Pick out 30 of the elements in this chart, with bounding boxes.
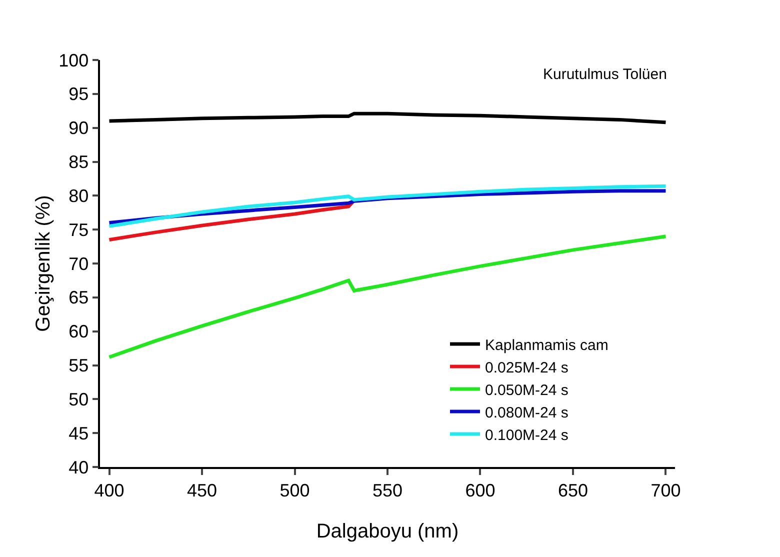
annotation: Kurutulmus Tolüen <box>543 66 667 83</box>
legend-label: 0.100M-24 s <box>485 426 568 444</box>
y-tick-label: 95 <box>68 84 89 104</box>
line-series <box>108 112 668 124</box>
x-tick-label: 700 <box>650 480 681 500</box>
y-tick-label: 45 <box>68 423 89 444</box>
x-tick-label: 650 <box>558 480 588 500</box>
x-axis-title: Dalgaboyu (nm) <box>316 520 459 542</box>
y-tick-label: 40 <box>68 457 89 478</box>
y-tick-label: 60 <box>68 322 89 342</box>
legend-label: 0.080M-24 s <box>485 404 568 422</box>
y-tick-label: 80 <box>68 186 89 206</box>
y-tick-label: 75 <box>68 220 89 240</box>
x-tick-label: 600 <box>465 480 496 500</box>
y-tick-label: 85 <box>68 152 89 172</box>
line-series <box>108 234 668 359</box>
y-tick-label: 55 <box>68 356 89 376</box>
legend-label: Kaplanmamis cam <box>485 336 608 354</box>
y-tick-label: 100 <box>58 50 89 70</box>
y-tick-label: 50 <box>68 389 89 410</box>
y-axis-title: Geçirgenlik (%) <box>32 195 54 332</box>
legend-label: 0.025M-24 s <box>485 359 568 376</box>
x-tick-label: 400 <box>94 480 124 500</box>
y-tick-label: 65 <box>68 288 89 308</box>
x-tick-label: 450 <box>186 480 218 500</box>
legend-label: 0.050M-24 s <box>485 382 568 399</box>
y-tick-label: 70 <box>68 254 89 274</box>
y-tick-label: 90 <box>68 118 89 138</box>
x-tick-label: 500 <box>280 480 310 500</box>
x-tick-label: 550 <box>372 480 403 500</box>
